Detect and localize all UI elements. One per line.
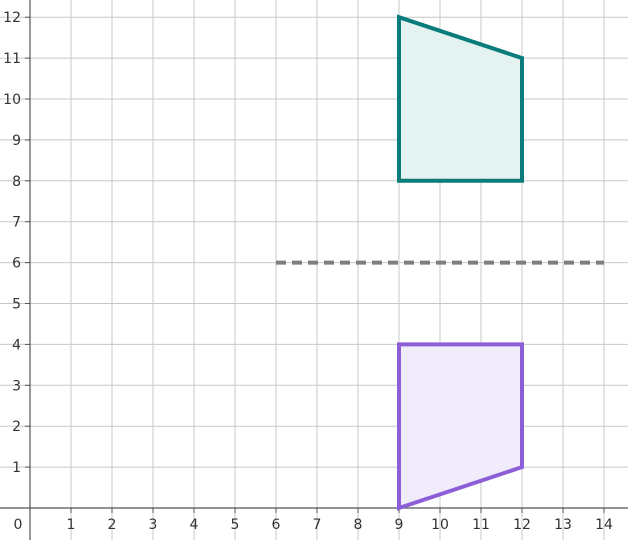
x-tick-label: 3 xyxy=(149,517,158,533)
x-tick-label: 11 xyxy=(472,517,490,533)
y-tick-label: 1 xyxy=(12,460,21,476)
y-tick-label: 2 xyxy=(12,419,21,435)
y-tick-label: 11 xyxy=(3,51,21,67)
x-tick-label: 12 xyxy=(513,517,531,533)
x-tick-label: 10 xyxy=(431,517,449,533)
x-tick-label: 5 xyxy=(231,517,240,533)
x-tick-label: 4 xyxy=(190,517,199,533)
x-tick-label: 9 xyxy=(395,517,404,533)
y-tick-label: 10 xyxy=(3,92,21,108)
x-tick-label: 8 xyxy=(354,517,363,533)
y-tick-label: 6 xyxy=(12,256,21,272)
origin-label: 0 xyxy=(14,517,23,533)
x-tick-label: 2 xyxy=(108,517,117,533)
y-tick-label: 9 xyxy=(12,133,21,149)
x-tick-label: 13 xyxy=(554,517,572,533)
quadrilateral-top xyxy=(397,14,524,183)
x-tick-label: 14 xyxy=(595,517,613,533)
x-tick-label: 7 xyxy=(313,517,322,533)
shapes xyxy=(276,14,604,511)
y-tick-label: 3 xyxy=(12,378,21,394)
y-tick-label: 7 xyxy=(12,215,21,231)
y-tick-label: 4 xyxy=(12,337,21,353)
y-tick-label: 8 xyxy=(12,174,21,190)
y-tick-label: 12 xyxy=(3,10,21,26)
y-tick-label: 5 xyxy=(12,297,21,313)
x-tick-label: 1 xyxy=(67,517,76,533)
x-tick-label: 6 xyxy=(272,517,281,533)
quadrilateral-bottom xyxy=(397,342,524,511)
